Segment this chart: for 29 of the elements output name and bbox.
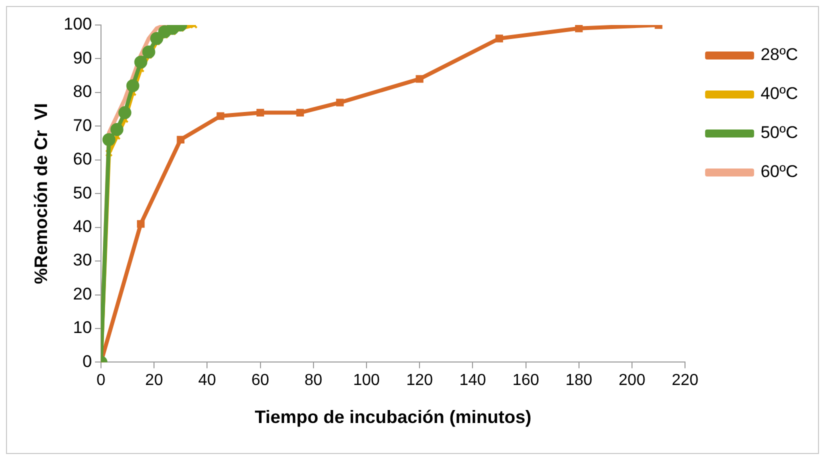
y-tick-label: 0 <box>82 352 92 371</box>
x-tick-label: 200 <box>618 372 646 390</box>
legend-label: 60ºC <box>760 162 798 182</box>
x-tick-label: 160 <box>512 372 540 390</box>
y-tick-label: 50 <box>73 183 92 202</box>
y-tick-label: 80 <box>73 82 92 102</box>
x-tick-label: 20 <box>145 372 164 390</box>
y-tick-label: 70 <box>73 116 92 135</box>
legend-label: 28ºC <box>760 45 798 64</box>
x-tick-label: 60 <box>251 372 270 390</box>
x-tick-label: 80 <box>304 372 322 390</box>
y-tick-label: 10 <box>73 318 92 338</box>
x-tick-label: 180 <box>566 372 592 390</box>
y-tick-label: 40 <box>73 217 92 236</box>
y-tick-label: 30 <box>73 250 92 270</box>
y-tick-label: 90 <box>73 48 92 68</box>
x-tick-label: 100 <box>353 372 380 390</box>
x-tick-label: 40 <box>198 372 216 390</box>
x-axis-title: Tiempo de incubación (minutos) <box>254 407 532 428</box>
x-tick-label: 140 <box>459 372 486 390</box>
x-tick-label: 0 <box>96 372 106 390</box>
legend-label: 50ºC <box>760 123 798 142</box>
x-tick-label: 220 <box>672 372 699 390</box>
x-tick-label: 120 <box>406 372 434 390</box>
y-tick-label: 60 <box>73 150 92 169</box>
legend-label: 40ºC <box>760 84 798 104</box>
y-axis-title: %Remoción de Cr VI <box>30 103 51 284</box>
y-tick-label: 100 <box>64 14 92 34</box>
y-tick-label: 20 <box>73 284 92 304</box>
